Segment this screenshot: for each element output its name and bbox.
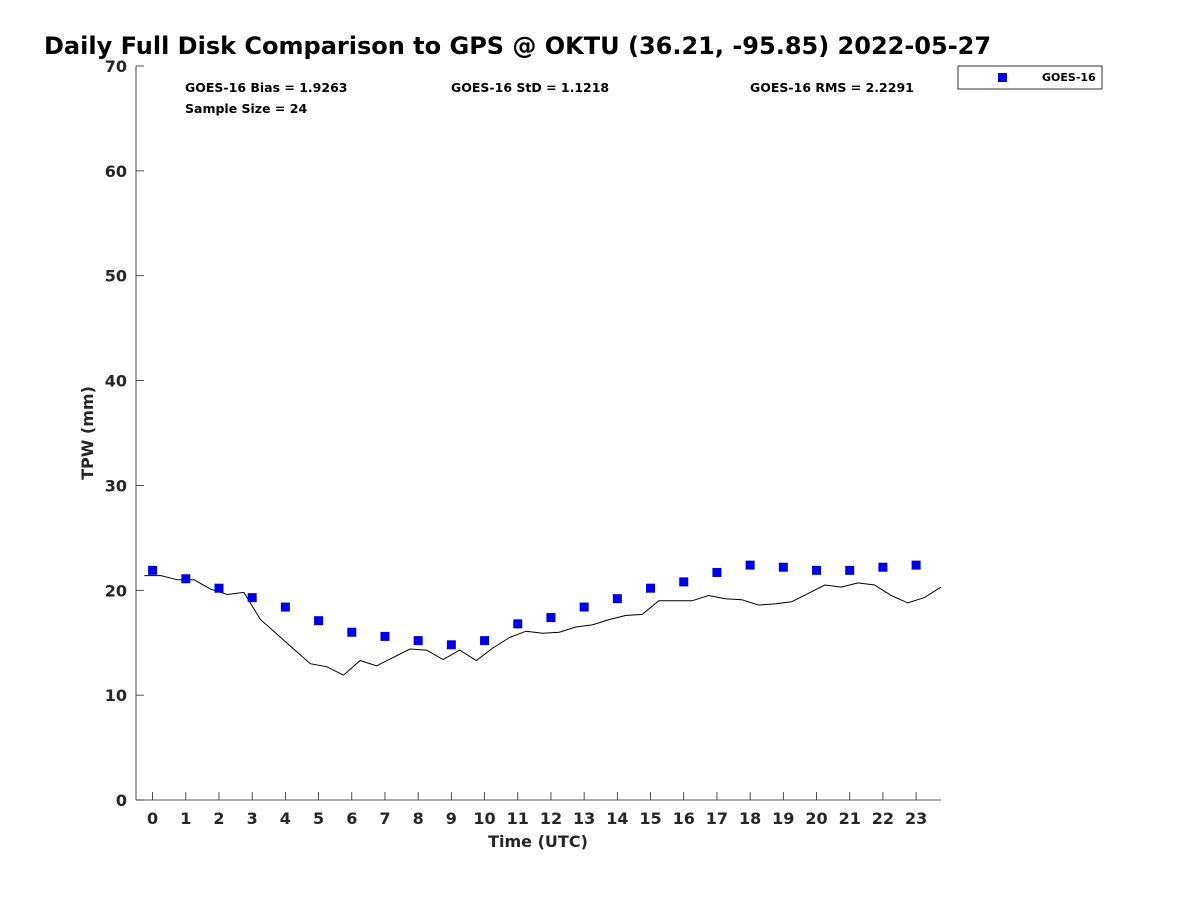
x-tick-label: 7 (379, 809, 390, 828)
legend-box (957, 65, 1103, 90)
x-tick-label: 1 (180, 809, 191, 828)
data-point-goes16 (214, 583, 224, 593)
x-tick-label: 14 (606, 809, 628, 828)
x-tick-label: 16 (673, 809, 695, 828)
x-tick-label: 22 (872, 809, 894, 828)
data-point-goes16 (612, 594, 622, 604)
y-axis-label: TPW (mm) (78, 386, 97, 480)
data-point-goes16 (812, 565, 822, 575)
data-point-goes16 (845, 565, 855, 575)
data-point-goes16 (480, 636, 490, 646)
x-tick-label: 12 (540, 809, 562, 828)
data-point-goes16 (878, 562, 888, 572)
data-point-goes16 (314, 616, 324, 626)
x-tick-label: 23 (905, 809, 927, 828)
data-point-goes16 (280, 602, 290, 612)
series-line-1 (144, 575, 942, 676)
y-tick-label: 60 (105, 162, 127, 181)
x-tick-label: 8 (413, 809, 424, 828)
data-point-goes16 (646, 583, 656, 593)
data-point-goes16 (679, 577, 689, 587)
data-point-goes16 (247, 593, 257, 603)
stat-sample-size: Sample Size = 24 (185, 101, 307, 116)
x-tick-label: 11 (507, 809, 529, 828)
legend-marker-goes16 (998, 73, 1007, 82)
y-tick-label: 30 (105, 476, 127, 495)
y-tick-label: 40 (105, 372, 127, 391)
y-tick-label: 20 (105, 581, 127, 600)
data-point-goes16 (380, 631, 390, 641)
data-point-goes16 (413, 636, 423, 646)
data-point-goes16 (579, 602, 589, 612)
data-point-goes16 (347, 627, 357, 637)
legend-label-goes16: GOES-16 (1042, 71, 1096, 84)
data-point-goes16 (911, 560, 921, 570)
stat-bias: GOES-16 Bias = 1.9263 (185, 80, 347, 95)
y-tick-label: 70 (105, 57, 127, 76)
x-tick-label: 18 (739, 809, 761, 828)
stat-std: GOES-16 StD = 1.1218 (451, 80, 609, 95)
legend: GOES-16 (957, 65, 1103, 90)
x-tick-label: 0 (147, 809, 158, 828)
data-point-goes16 (712, 567, 722, 577)
y-tick-label: 0 (116, 791, 127, 810)
x-tick-label: 15 (639, 809, 661, 828)
y-tick-label: 50 (105, 267, 127, 286)
data-point-goes16 (513, 619, 523, 629)
x-tick-label: 19 (772, 809, 794, 828)
stat-rms: GOES-16 RMS = 2.2291 (750, 80, 914, 95)
data-point-goes16 (181, 574, 191, 584)
x-axis-label: Time (UTC) (488, 832, 588, 851)
x-tick-label: 10 (473, 809, 495, 828)
stats-annotations: GOES-16 Bias = 1.9263 GOES-16 StD = 1.12… (185, 80, 914, 116)
data-point-goes16 (546, 613, 556, 623)
x-tick-label: 9 (446, 809, 457, 828)
data-point-goes16 (148, 565, 158, 575)
x-tick-label: 2 (213, 809, 224, 828)
x-tick-label: 20 (805, 809, 827, 828)
data-point-goes16 (778, 562, 788, 572)
x-tick-label: 4 (280, 809, 291, 828)
x-tick-label: 21 (839, 809, 861, 828)
x-tick-label: 3 (247, 809, 258, 828)
x-tick-label: 13 (573, 809, 595, 828)
x-tick-label: 5 (313, 809, 324, 828)
chart-title: Daily Full Disk Comparison to GPS @ OKTU… (44, 32, 991, 60)
data-point-goes16 (446, 640, 456, 650)
x-tick-label: 17 (706, 809, 728, 828)
y-tick-label: 10 (105, 686, 127, 705)
x-tick-label: 6 (346, 809, 357, 828)
data-point-goes16 (745, 560, 755, 570)
